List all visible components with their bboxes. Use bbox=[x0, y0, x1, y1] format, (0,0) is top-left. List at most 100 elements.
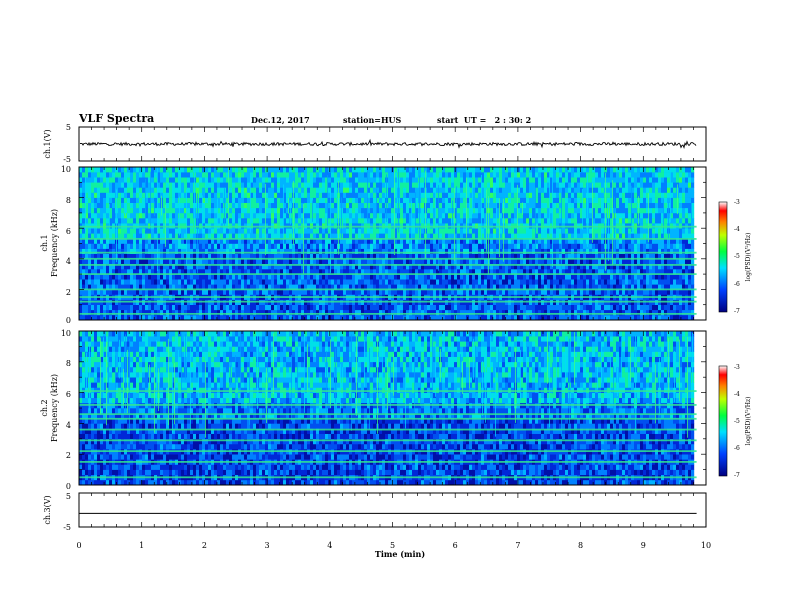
spectrogram-cell bbox=[541, 233, 545, 239]
spectrogram-cell bbox=[676, 279, 680, 285]
spectrogram-cell bbox=[265, 289, 269, 295]
spectrogram-cell bbox=[637, 253, 641, 260]
spectrogram-cell bbox=[688, 309, 692, 316]
spectrogram-cell bbox=[235, 269, 239, 275]
spectrogram-cell bbox=[283, 243, 287, 249]
spectrogram-cell bbox=[433, 228, 437, 234]
spectrogram-cell bbox=[400, 314, 404, 321]
spectrogram-cell bbox=[412, 202, 416, 209]
spectrogram-cell bbox=[259, 197, 263, 203]
spectrogram-cell bbox=[655, 304, 659, 311]
spectrogram-cell bbox=[439, 218, 443, 224]
spectrogram-cell bbox=[472, 289, 476, 295]
spectrogram-cell bbox=[427, 207, 431, 214]
spectrogram-cell bbox=[640, 279, 644, 285]
spectrogram-cell bbox=[217, 212, 221, 219]
spectrogram-cell bbox=[628, 207, 632, 214]
spectrogram-cell bbox=[298, 274, 302, 280]
spectrogram-cell bbox=[484, 233, 488, 239]
spectrogram-cell bbox=[187, 238, 191, 244]
spectrogram-cell bbox=[190, 279, 194, 285]
spectrogram-cell bbox=[298, 197, 302, 203]
spectrogram-cell bbox=[376, 238, 380, 244]
spectrogram-cell bbox=[511, 289, 515, 295]
spectrogram-cell bbox=[424, 279, 428, 285]
spectrogram-cell bbox=[334, 238, 338, 244]
spectrogram-cell bbox=[316, 238, 320, 244]
spectrogram-cell bbox=[160, 228, 164, 234]
spectrogram-cell bbox=[163, 202, 167, 209]
spectrogram-cell bbox=[115, 309, 119, 316]
spectrogram-cell bbox=[625, 233, 629, 239]
spectrogram-cell bbox=[409, 207, 413, 214]
spectrogram-cell bbox=[565, 263, 569, 270]
spectrogram-cell bbox=[523, 289, 527, 295]
spectrogram-cell bbox=[163, 258, 167, 265]
spectrogram-cell bbox=[526, 253, 530, 260]
spectrogram-cell bbox=[538, 248, 542, 254]
spectrogram-cell bbox=[187, 197, 191, 203]
spectrogram-cell bbox=[397, 309, 401, 316]
spectrogram-cell bbox=[520, 218, 524, 224]
spectrogram-cell bbox=[415, 269, 419, 275]
spectrogram-cell bbox=[523, 248, 527, 254]
spectrogram-cell bbox=[376, 274, 380, 280]
spectrogram-cell bbox=[157, 279, 161, 285]
spectrogram-cell bbox=[343, 202, 347, 209]
spectrogram-cell bbox=[454, 304, 458, 311]
spectrogram-cell bbox=[373, 304, 377, 311]
spectrogram-cell bbox=[322, 238, 326, 244]
spectrogram-cell bbox=[355, 248, 359, 254]
spectrogram-cell bbox=[394, 253, 398, 260]
spectrogram-cell bbox=[493, 218, 497, 224]
spectrogram-cell bbox=[175, 243, 179, 249]
spectrogram-cell bbox=[346, 202, 350, 209]
spectrogram-cell bbox=[181, 212, 185, 219]
spectrogram-cell bbox=[325, 284, 329, 290]
spectrogram-cell bbox=[154, 197, 158, 203]
spectrogram-cell bbox=[436, 274, 440, 280]
spectrogram-cell bbox=[385, 314, 389, 321]
spectrogram-cell bbox=[601, 238, 605, 244]
spectrogram-cell bbox=[286, 304, 290, 311]
spectrogram-cell bbox=[160, 212, 164, 219]
spectrogram-cell bbox=[451, 274, 455, 280]
spectrogram-cell bbox=[220, 314, 224, 321]
spectrogram-cell bbox=[226, 309, 230, 316]
spectrogram-cell bbox=[391, 218, 395, 224]
spectrogram-cell bbox=[178, 309, 182, 316]
spectrogram-cell bbox=[178, 238, 182, 244]
spectrogram-cell bbox=[184, 228, 188, 234]
spectrogram-cell bbox=[559, 197, 563, 203]
spectrogram-cell bbox=[490, 253, 494, 260]
spectrogram-cell bbox=[202, 202, 206, 209]
spectrogram-cell bbox=[427, 202, 431, 209]
spectrogram-cell bbox=[469, 253, 473, 260]
spectrogram-cell bbox=[166, 248, 170, 254]
spectrogram-cell bbox=[541, 248, 545, 254]
spectrogram-cell bbox=[289, 253, 293, 260]
spectrogram-cell bbox=[652, 274, 656, 280]
spectrogram-cell bbox=[376, 218, 380, 224]
spectrogram-cell bbox=[475, 197, 479, 203]
spectrogram-cell bbox=[109, 279, 113, 285]
spectrogram-cell bbox=[169, 284, 173, 290]
spectrogram-cell bbox=[601, 269, 605, 275]
spectrogram-cell bbox=[307, 289, 311, 295]
spectrogram-cell bbox=[157, 314, 161, 321]
spectrogram-cell bbox=[664, 304, 668, 311]
spectrogram-cell bbox=[586, 253, 590, 260]
spectrogram-cell bbox=[409, 309, 413, 316]
spectrogram-cell bbox=[454, 258, 458, 265]
spectrogram-cell bbox=[193, 304, 197, 311]
spectrogram-cell bbox=[409, 243, 413, 249]
spectrogram-cell bbox=[577, 238, 581, 244]
spectrogram-cell bbox=[469, 248, 473, 254]
spectrogram-cell bbox=[313, 243, 317, 249]
spectrogram-cell bbox=[457, 202, 461, 209]
spectrogram-cell bbox=[433, 207, 437, 214]
spectrogram-cell bbox=[682, 258, 686, 265]
spectrogram-cell bbox=[601, 279, 605, 285]
spectrogram-cell bbox=[235, 314, 239, 321]
spectrogram-cell bbox=[178, 253, 182, 260]
